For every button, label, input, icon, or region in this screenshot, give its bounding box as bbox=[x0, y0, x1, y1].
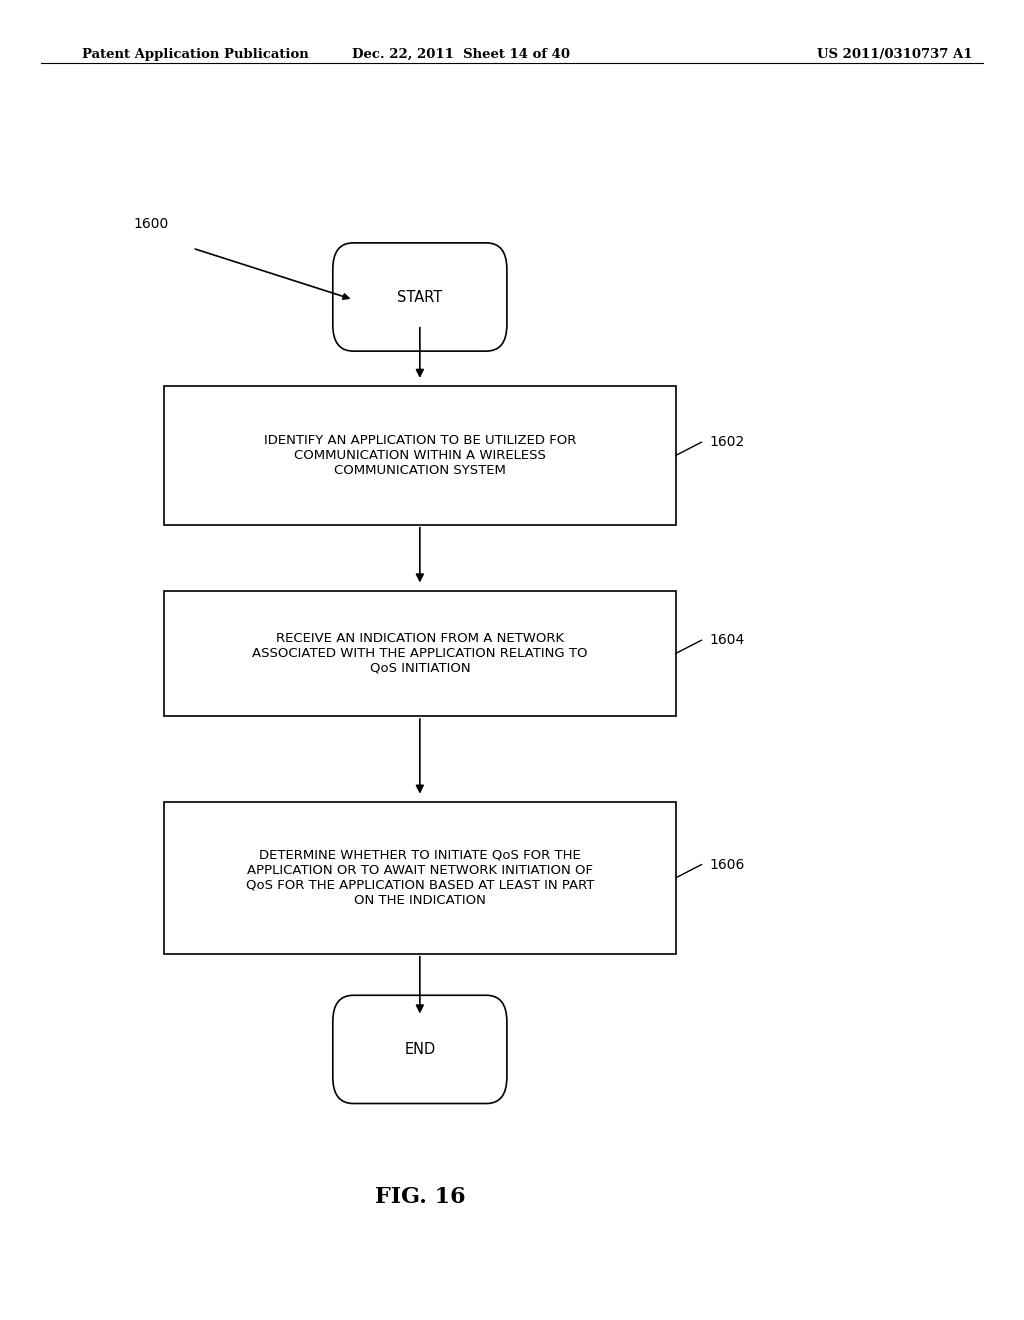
Text: US 2011/0310737 A1: US 2011/0310737 A1 bbox=[817, 48, 973, 61]
FancyBboxPatch shape bbox=[164, 385, 676, 524]
FancyBboxPatch shape bbox=[164, 801, 676, 953]
FancyBboxPatch shape bbox=[333, 995, 507, 1104]
Text: Dec. 22, 2011  Sheet 14 of 40: Dec. 22, 2011 Sheet 14 of 40 bbox=[352, 48, 569, 61]
Text: END: END bbox=[404, 1041, 435, 1057]
Text: Patent Application Publication: Patent Application Publication bbox=[82, 48, 308, 61]
Text: DETERMINE WHETHER TO INITIATE QoS FOR THE
APPLICATION OR TO AWAIT NETWORK INITIA: DETERMINE WHETHER TO INITIATE QoS FOR TH… bbox=[246, 849, 594, 907]
Text: 1600: 1600 bbox=[133, 216, 168, 231]
Text: RECEIVE AN INDICATION FROM A NETWORK
ASSOCIATED WITH THE APPLICATION RELATING TO: RECEIVE AN INDICATION FROM A NETWORK ASS… bbox=[252, 632, 588, 675]
Text: 1602: 1602 bbox=[710, 436, 744, 449]
Text: IDENTIFY AN APPLICATION TO BE UTILIZED FOR
COMMUNICATION WITHIN A WIRELESS
COMMU: IDENTIFY AN APPLICATION TO BE UTILIZED F… bbox=[263, 434, 577, 477]
FancyBboxPatch shape bbox=[333, 243, 507, 351]
Text: 1606: 1606 bbox=[710, 858, 745, 871]
Text: START: START bbox=[397, 289, 442, 305]
Text: 1604: 1604 bbox=[710, 634, 744, 647]
FancyBboxPatch shape bbox=[164, 591, 676, 715]
Text: FIG. 16: FIG. 16 bbox=[375, 1185, 465, 1208]
